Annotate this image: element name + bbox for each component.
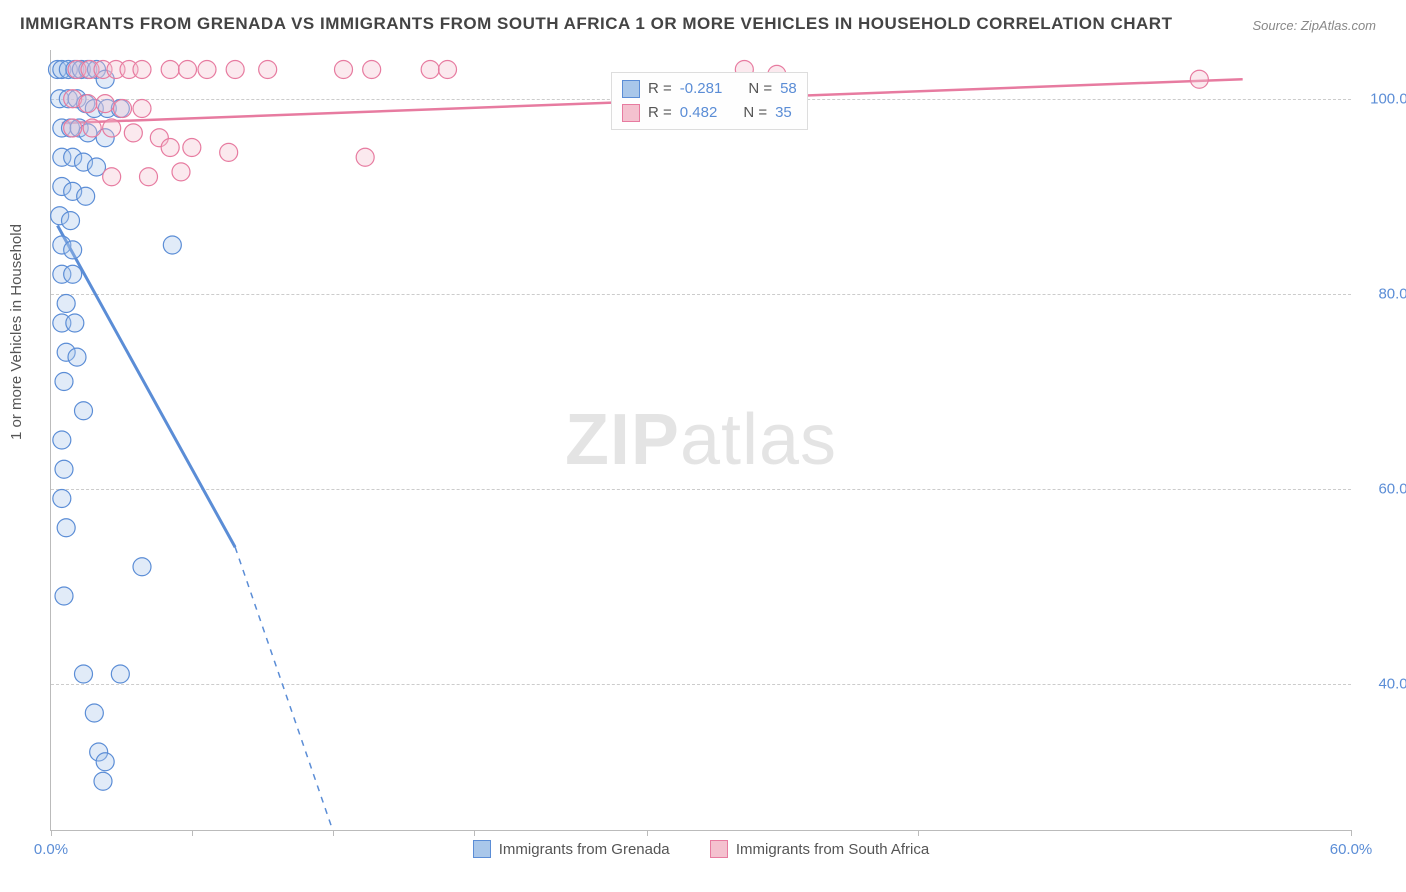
correlation-legend: R = -0.281 N = 58 R = 0.482 N = 35 bbox=[611, 72, 808, 130]
y-tick-label: 100.0% bbox=[1361, 90, 1406, 107]
swatch-grenada-icon bbox=[473, 840, 491, 858]
legend-item-grenada: Immigrants from Grenada bbox=[473, 840, 670, 858]
legend-row-grenada: R = -0.281 N = 58 bbox=[622, 77, 797, 101]
swatch-southafrica bbox=[622, 104, 640, 122]
series-legend: Immigrants from Grenada Immigrants from … bbox=[51, 840, 1351, 862]
source-attribution: Source: ZipAtlas.com bbox=[1252, 18, 1376, 33]
swatch-southafrica-icon bbox=[710, 840, 728, 858]
legend-row-southafrica: R = 0.482 N = 35 bbox=[622, 101, 797, 125]
y-tick-label: 40.0% bbox=[1361, 675, 1406, 692]
plot-area: ZIPatlas 40.0%60.0%80.0%100.0%0.0%60.0% … bbox=[50, 50, 1351, 831]
y-tick-label: 80.0% bbox=[1361, 285, 1406, 302]
y-axis-label: 1 or more Vehicles in Household bbox=[8, 224, 25, 440]
legend-item-southafrica: Immigrants from South Africa bbox=[710, 840, 929, 858]
y-tick-label: 60.0% bbox=[1361, 480, 1406, 497]
scatter-svg bbox=[51, 50, 1351, 830]
swatch-grenada bbox=[622, 80, 640, 98]
chart-title: IMMIGRANTS FROM GRENADA VS IMMIGRANTS FR… bbox=[20, 14, 1172, 34]
